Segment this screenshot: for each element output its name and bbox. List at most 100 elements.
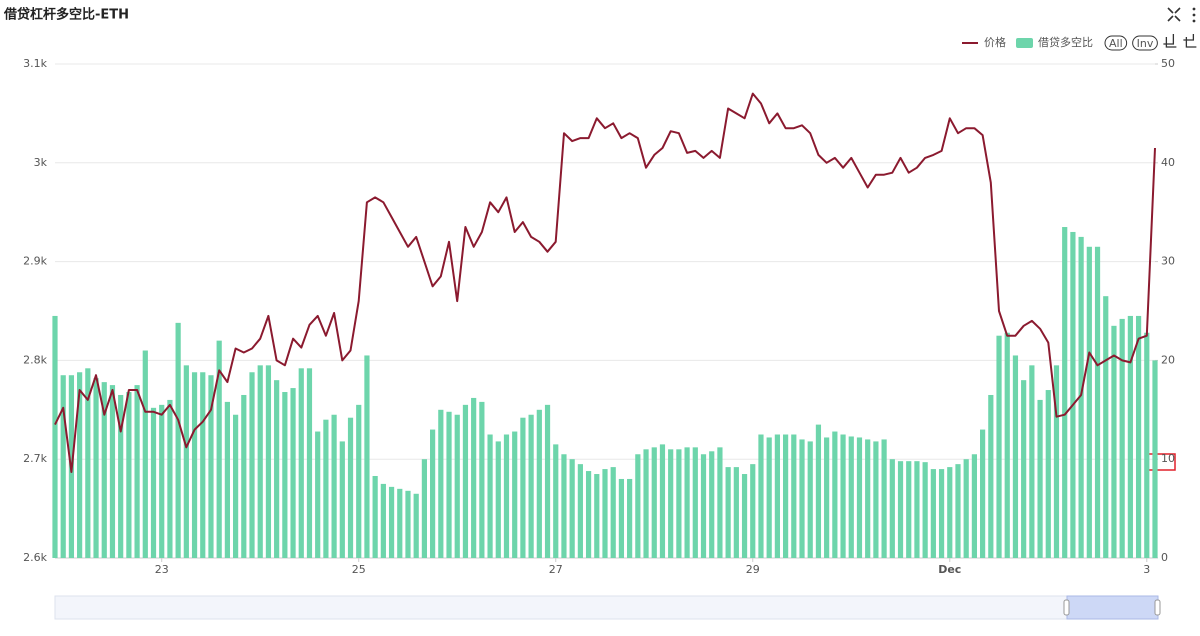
bar <box>1103 296 1109 558</box>
dot <box>1192 7 1196 11</box>
fullscreen-icon[interactable] <box>1167 7 1181 22</box>
navigator-selection[interactable] <box>1066 595 1159 620</box>
bar <box>585 471 592 558</box>
y-tick-label: 2.7k <box>23 452 47 465</box>
bar <box>889 459 895 558</box>
bar <box>971 454 978 558</box>
bar <box>503 434 510 558</box>
legend-item[interactable]: 借贷多空比 <box>1016 35 1093 49</box>
menu-icon[interactable] <box>1192 7 1196 23</box>
bar <box>733 467 739 558</box>
y-tick-label: 2.8k <box>23 353 47 366</box>
bar <box>495 441 501 558</box>
legend-label: 价格 <box>984 35 1006 49</box>
x-tick-label: 3 <box>1143 563 1150 576</box>
bar <box>347 417 354 558</box>
bar <box>364 355 370 558</box>
bar <box>627 478 633 558</box>
bar <box>306 368 313 558</box>
y2-tick-label: 50 <box>1161 57 1175 70</box>
bar <box>996 335 1002 558</box>
bar <box>1094 246 1101 558</box>
bar <box>1152 360 1158 558</box>
range-navigator[interactable] <box>54 595 1161 620</box>
bar <box>766 437 772 558</box>
bar <box>659 444 666 558</box>
toolbar-icons[interactable] <box>1167 7 1181 22</box>
bar <box>791 434 797 558</box>
bar <box>331 414 337 558</box>
toolbar-button[interactable]: Inv <box>1132 35 1158 51</box>
bar <box>413 493 419 558</box>
bar <box>462 404 469 558</box>
bar <box>1086 246 1092 558</box>
navigator-handle[interactable] <box>1154 599 1161 616</box>
bar <box>881 439 887 558</box>
bar <box>569 459 575 558</box>
bar <box>1037 399 1043 558</box>
bar <box>175 322 181 558</box>
bar <box>438 409 444 558</box>
bar <box>676 449 682 558</box>
y2-tick-label: 40 <box>1161 156 1175 169</box>
bar <box>224 401 230 558</box>
bar <box>1070 231 1076 558</box>
navigator-handle[interactable] <box>1063 599 1070 616</box>
bar <box>692 447 698 558</box>
bar <box>528 414 534 558</box>
bar <box>282 392 288 558</box>
bar <box>865 439 871 558</box>
bar <box>191 372 198 558</box>
y-tick-label: 2.9k <box>23 255 47 268</box>
crop-icon[interactable] <box>1163 34 1177 48</box>
y2-tick-label: 20 <box>1161 353 1175 366</box>
bar <box>758 434 764 558</box>
bar <box>216 340 222 558</box>
bar <box>815 424 822 558</box>
bar <box>372 475 378 558</box>
bar <box>512 431 518 558</box>
bar <box>577 464 583 558</box>
bar <box>840 434 846 558</box>
bar <box>249 372 255 558</box>
toolbar-button[interactable]: All <box>1104 35 1128 51</box>
reset-icon[interactable] <box>1183 34 1197 48</box>
bar <box>315 431 321 558</box>
bar <box>101 382 107 558</box>
bar <box>618 478 625 558</box>
x-tick-label: 25 <box>352 563 366 576</box>
bar <box>265 365 272 558</box>
bar <box>1004 332 1010 558</box>
bar <box>922 462 928 558</box>
bar <box>725 467 731 558</box>
bar <box>536 409 542 558</box>
bar <box>200 372 206 558</box>
bar <box>553 444 559 558</box>
x-tick-label: 29 <box>746 563 760 576</box>
legend-item[interactable]: 价格 <box>962 35 1006 49</box>
bar <box>77 372 83 558</box>
bar <box>651 447 657 558</box>
bar <box>635 454 641 558</box>
bar <box>1029 365 1035 558</box>
bar <box>454 414 460 558</box>
bar <box>1045 390 1051 558</box>
bar <box>109 385 116 558</box>
bar <box>717 447 723 558</box>
bar <box>684 447 690 558</box>
bar <box>479 401 485 558</box>
bar <box>824 437 830 558</box>
bar <box>134 385 140 558</box>
bar <box>208 375 214 558</box>
price-line <box>54 92 1156 473</box>
bar <box>873 441 879 558</box>
bar <box>668 449 674 558</box>
bar <box>397 488 403 558</box>
y2-tick-label: 0 <box>1161 551 1168 564</box>
bar <box>561 454 567 558</box>
bar <box>750 464 756 558</box>
bar <box>700 454 707 558</box>
bar <box>446 411 452 558</box>
bar <box>1135 315 1142 558</box>
